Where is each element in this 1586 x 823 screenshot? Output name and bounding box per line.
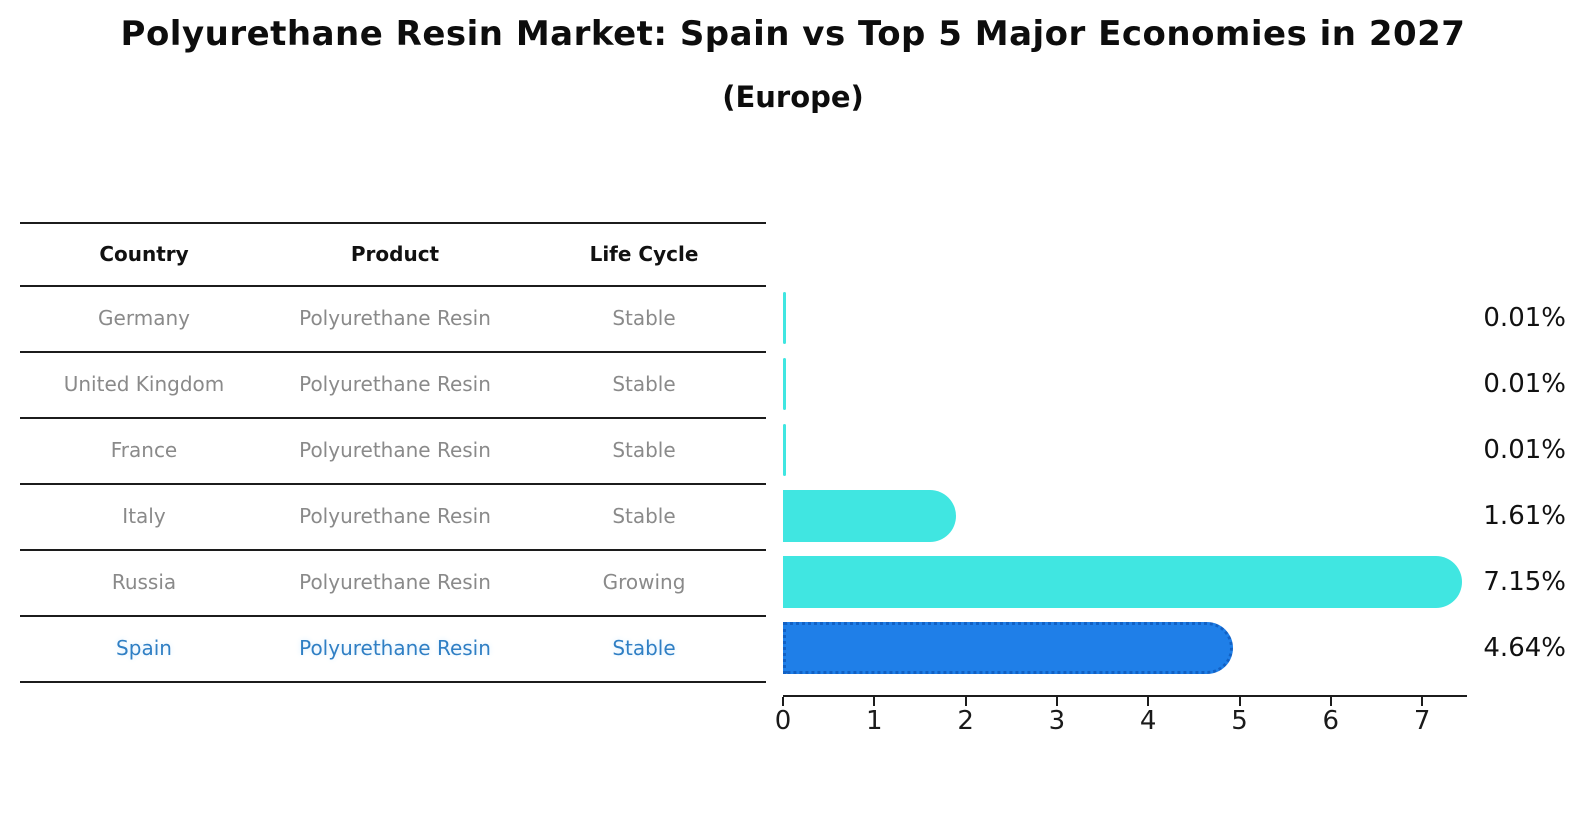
- country-cell-germany: Germany: [98, 306, 190, 330]
- product-cell-russia: Polyurethane Resin: [299, 570, 491, 594]
- x-tick-label-2: 2: [957, 706, 974, 736]
- table-rule: [20, 222, 766, 224]
- value-label-germany: 0.01%: [1483, 303, 1566, 333]
- x-tick-label-1: 1: [866, 706, 883, 736]
- product-cell-germany: Polyurethane Resin: [299, 306, 491, 330]
- product-cell-france: Polyurethane Resin: [299, 438, 491, 462]
- x-tick-6: [1329, 697, 1332, 706]
- country-cell-united-kingdom: United Kingdom: [63, 372, 225, 396]
- x-tick-0: [782, 697, 784, 706]
- value-label-france: 0.01%: [1483, 435, 1566, 465]
- country-cell-russia: Russia: [111, 570, 177, 594]
- value-label-spain: 4.64%: [1483, 633, 1566, 663]
- column-header-product: Product: [350, 241, 440, 266]
- x-tick-label-6: 6: [1322, 706, 1340, 736]
- country-cell-spain: Spain: [116, 636, 172, 660]
- table-rule: [20, 549, 766, 551]
- value-label-russia: 7.15%: [1483, 567, 1566, 597]
- life-cycle-cell-germany: Stable: [612, 306, 676, 330]
- product-cell-spain: Polyurethane Resin: [299, 636, 491, 660]
- x-tick-4: [1147, 697, 1150, 706]
- x-tick-label-7: 7: [1413, 706, 1431, 736]
- life-cycle-cell-italy: Stable: [612, 504, 676, 528]
- table-rule: [20, 285, 766, 287]
- chart-subtitle: (Europe): [722, 80, 864, 114]
- life-cycle-cell-united-kingdom: Stable: [612, 372, 676, 396]
- table-rule: [20, 351, 766, 353]
- value-label-italy: 1.61%: [1483, 501, 1566, 531]
- country-cell-france: France: [110, 438, 178, 462]
- x-tick-5: [1238, 697, 1241, 706]
- product-cell-united-kingdom: Polyurethane Resin: [299, 372, 491, 396]
- bar-spain: [783, 622, 1233, 674]
- bar-germany: [783, 292, 786, 344]
- country-cell-italy: Italy: [122, 504, 166, 528]
- product-cell-italy: Polyurethane Resin: [299, 504, 491, 528]
- life-cycle-cell-spain: Stable: [612, 636, 676, 660]
- bar-france: [783, 424, 786, 476]
- x-axis-line: [783, 695, 1467, 697]
- chart-title: Polyurethane Resin Market: Spain vs Top …: [120, 14, 1466, 54]
- table-rule: [20, 615, 766, 617]
- bar-italy: [783, 490, 956, 542]
- value-label-united-kingdom: 0.01%: [1483, 369, 1566, 399]
- x-tick-label-3: 3: [1048, 706, 1066, 736]
- x-tick-label-5: 5: [1231, 706, 1248, 736]
- table-rule: [20, 483, 766, 485]
- x-tick-1: [873, 697, 876, 706]
- table-rule: [20, 417, 766, 419]
- column-header-life-cycle: Life Cycle: [589, 241, 699, 266]
- x-tick-2: [964, 697, 967, 706]
- life-cycle-cell-france: Stable: [612, 438, 676, 462]
- life-cycle-cell-russia: Growing: [602, 570, 686, 594]
- x-tick-3: [1055, 697, 1058, 706]
- bar-united-kingdom: [783, 358, 786, 410]
- x-tick-label-0: 0: [774, 706, 792, 736]
- bar-russia: [783, 556, 1462, 608]
- x-tick-7: [1421, 697, 1424, 706]
- table-rule: [20, 681, 766, 683]
- column-header-country: Country: [99, 241, 189, 266]
- x-tick-label-4: 4: [1139, 706, 1157, 736]
